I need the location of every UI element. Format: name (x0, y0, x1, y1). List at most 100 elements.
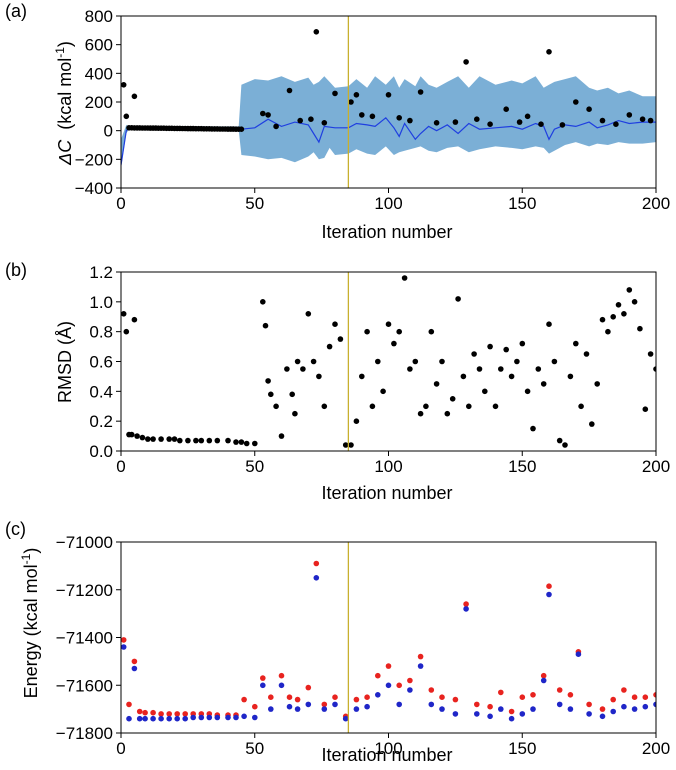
y-axis-label-a-close: ) (55, 41, 75, 47)
data-point (540, 672, 547, 679)
data-point (308, 116, 314, 122)
data-point (214, 714, 221, 721)
data-point (278, 672, 285, 679)
y-tick-label: 600 (85, 36, 113, 55)
data-point (573, 340, 579, 347)
data-point (321, 403, 328, 410)
data-point (573, 99, 579, 105)
data-point (294, 696, 301, 703)
data-point (131, 316, 138, 323)
y-tick-label: −71800 (56, 724, 113, 743)
data-point (498, 706, 504, 712)
y-axis-label-a: ΔC (kcal mol-1) (53, 41, 75, 166)
data-point (260, 299, 266, 305)
data-point (562, 442, 568, 448)
data-point (487, 343, 493, 350)
data-point (292, 410, 298, 417)
data-point (613, 121, 619, 127)
data-point (642, 406, 649, 413)
data-point (233, 439, 239, 445)
data-point (508, 373, 515, 380)
data-point (530, 425, 536, 432)
data-point (508, 708, 515, 715)
data-point (551, 358, 558, 365)
y-axis-label-a-symbol: ΔC (55, 139, 75, 166)
data-point (316, 373, 322, 380)
data-point (265, 112, 271, 118)
data-point (594, 381, 600, 387)
data-point (546, 321, 552, 328)
data-point (348, 442, 354, 448)
data-point (375, 358, 381, 365)
data-point (353, 696, 360, 703)
data-point (626, 112, 633, 118)
data-point (121, 637, 127, 643)
data-point (599, 316, 606, 323)
data-point (145, 436, 151, 442)
data-point (615, 302, 622, 308)
data-point (252, 440, 258, 447)
data-point (174, 711, 180, 717)
data-point (610, 314, 616, 320)
data-point (260, 682, 266, 689)
data-point (530, 706, 536, 712)
data-point (268, 706, 274, 712)
data-point (391, 340, 397, 347)
data-point (136, 708, 143, 715)
data-point (428, 701, 435, 708)
data-point (185, 437, 191, 444)
data-point (139, 434, 146, 441)
data-point (631, 706, 638, 712)
data-point (238, 439, 245, 445)
data-point (385, 682, 392, 689)
data-point (305, 311, 312, 317)
mean-line (121, 116, 656, 166)
data-point (647, 351, 654, 357)
data-point (396, 701, 403, 708)
y-tick-label: 800 (85, 7, 113, 26)
data-point (449, 396, 456, 402)
data-point (150, 715, 156, 722)
data-point (599, 713, 606, 720)
data-point (300, 366, 306, 372)
data-point (396, 682, 403, 689)
data-point (174, 715, 180, 722)
data-point (385, 321, 392, 328)
x-tick-label: 100 (374, 194, 402, 213)
data-point (452, 119, 459, 125)
x-tick-label: 200 (642, 739, 670, 758)
data-point (353, 92, 360, 98)
y-tick-label: 400 (85, 64, 113, 83)
data-point (487, 713, 493, 720)
y-tick-label: −400 (75, 179, 113, 198)
panel-label-b: (b) (5, 260, 27, 280)
x-tick-label: 0 (116, 194, 125, 213)
data-point (417, 89, 424, 95)
data-point (278, 682, 285, 689)
x-tick-label: 0 (116, 457, 125, 476)
data-point (621, 311, 627, 317)
data-point (452, 711, 459, 717)
data-layer (121, 275, 656, 448)
data-point (332, 90, 338, 97)
x-axis-label-b: Iteration number (321, 483, 452, 503)
x-tick-label: 200 (642, 457, 670, 476)
data-point (289, 391, 296, 398)
data-point (342, 715, 349, 722)
data-point (150, 436, 156, 442)
y-tick-label: 0.0 (89, 442, 113, 461)
plot-area-c: 0 50 100 150 200 −71800 −71600 −71400 −71200 −710… (56, 533, 670, 758)
data-point (417, 410, 424, 417)
data-point (166, 436, 172, 442)
axes-frame (120, 541, 657, 734)
data-point (538, 121, 544, 127)
data-point (599, 706, 606, 712)
x-tick-label: 100 (374, 739, 402, 758)
y-tick-label: 200 (85, 93, 113, 112)
data-point (586, 711, 592, 717)
data-point (326, 343, 333, 350)
x-tick-label: 50 (245, 194, 264, 213)
data-point (177, 437, 183, 444)
data-point (294, 706, 301, 712)
data-point (252, 714, 258, 721)
